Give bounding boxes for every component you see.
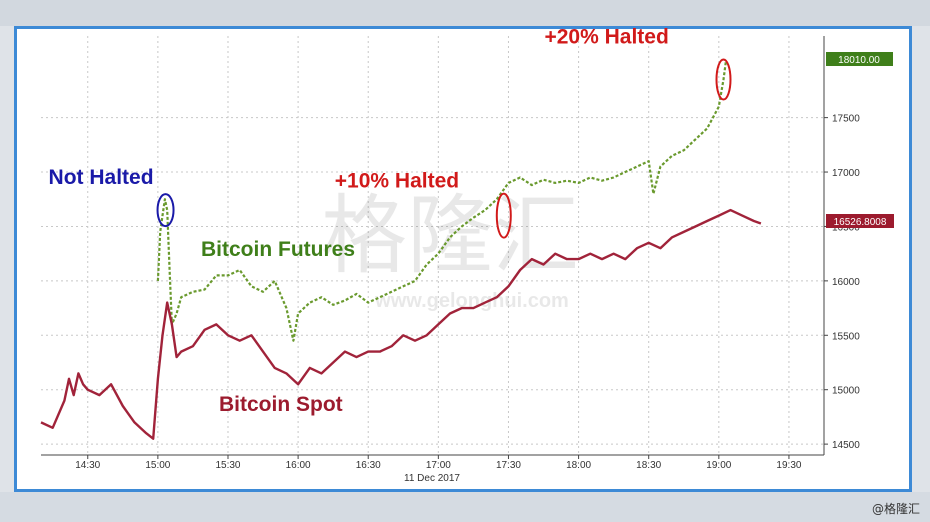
spot-series-label: Bitcoin Spot [219, 393, 343, 416]
futures-line [156, 61, 727, 342]
x-tick-label: 17:00 [426, 460, 451, 471]
x-tick-label: 19:00 [706, 460, 731, 471]
annotation-label: Not Halted [49, 166, 154, 189]
annotation-label: +20% Halted [544, 26, 668, 49]
y-tick-label: 15500 [832, 331, 860, 342]
watermark: 格隆汇 www.gelonghui.com [321, 186, 579, 312]
y-tick-label: 15000 [832, 386, 860, 397]
series-layer [40, 61, 762, 440]
credit-label: @格隆汇 [871, 502, 920, 516]
x-axis-ticks: 14:30 15:00 15:30 16:00 16:30 17:00 17:30 18:00… [75, 455, 802, 471]
bottom-strip [0, 492, 930, 522]
x-tick-label: 15:00 [145, 460, 170, 471]
annotation-layer: Not Halted +10% Halted +20% Halted [49, 26, 732, 239]
x-axis-title: 11 Dec 2017 [404, 473, 460, 484]
x-tick-label: 16:00 [286, 460, 311, 471]
y-tick-label: 17500 [832, 114, 860, 125]
top-strip [0, 0, 930, 26]
chart-frame [14, 26, 912, 492]
x-tick-label: 14:30 [75, 460, 100, 471]
futures-series-label: Bitcoin Futures [201, 238, 355, 261]
annotation-circle [715, 58, 732, 101]
x-tick-label: 16:30 [356, 460, 381, 471]
watermark-url: www.gelonghui.com [374, 290, 569, 312]
spot-last-value-tag: 16526.8008 [826, 214, 894, 228]
x-tick-label: 18:30 [636, 460, 661, 471]
y-tick-label: 17000 [832, 168, 860, 179]
spot-line [40, 208, 762, 440]
x-tick-label: 15:30 [215, 460, 240, 471]
annotation-label: +10% Halted [335, 170, 459, 193]
y-tick-label: 14500 [832, 440, 860, 451]
futures-last-value: 18010.00 [838, 55, 880, 66]
annotation-circle [156, 193, 175, 228]
x-tick-label: 18:00 [566, 460, 591, 471]
y-tick-label: 16000 [832, 277, 860, 288]
x-tick-label: 17:30 [496, 460, 521, 471]
futures-last-value-tag: 18010.00 [826, 52, 893, 66]
annotation-circle [495, 192, 512, 239]
spot-last-value: 16526.8008 [834, 217, 887, 228]
grid-lines [41, 36, 824, 455]
y-axis-ticks: 14500150001550016000165001700017500 [824, 114, 860, 451]
x-tick-label: 19:30 [776, 460, 801, 471]
